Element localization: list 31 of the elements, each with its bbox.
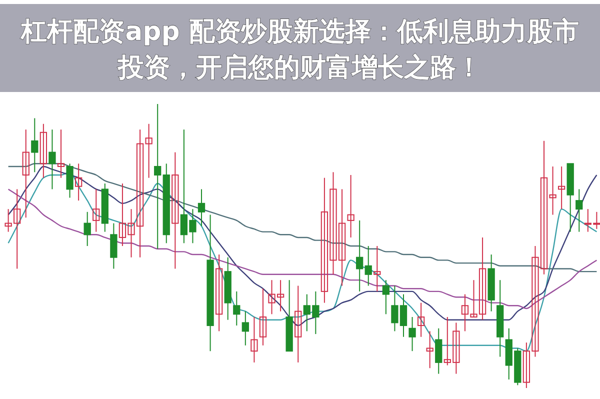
- candlestick: [92, 188, 100, 232]
- candlestick: [294, 285, 302, 363]
- candlestick: [40, 123, 48, 178]
- candlestick: [216, 254, 223, 332]
- candlestick: [233, 290, 240, 326]
- candlestick: [364, 246, 372, 286]
- candlestick: [66, 163, 74, 198]
- candlestick: [172, 152, 179, 270]
- candlestick: [426, 330, 434, 369]
- candlestick: [558, 166, 566, 210]
- candlestick: [250, 316, 258, 363]
- candlestick: [84, 211, 91, 246]
- candlestick: [347, 174, 354, 238]
- candlestick: [576, 188, 583, 232]
- candlestick: [408, 316, 416, 352]
- candlestick: [110, 222, 118, 270]
- candlestick: [48, 129, 56, 190]
- candlestick: [74, 163, 82, 202]
- candlestick: [242, 310, 249, 346]
- candlestick: [57, 129, 65, 178]
- candlestick: [435, 328, 442, 374]
- candlestick: [198, 188, 206, 227]
- candlestick: [374, 246, 381, 292]
- candlestick: [22, 129, 30, 218]
- candlestick: [382, 280, 390, 315]
- candlestick: [154, 104, 162, 250]
- candlestick: [417, 302, 425, 338]
- candlestick: [31, 118, 38, 173]
- candlestick: [259, 288, 267, 346]
- candlestick: [356, 220, 364, 292]
- chart-title: 杠杆配资app 配资炒股新选择：低利息助力股市投资，开启您的财富增长之路！: [20, 17, 579, 83]
